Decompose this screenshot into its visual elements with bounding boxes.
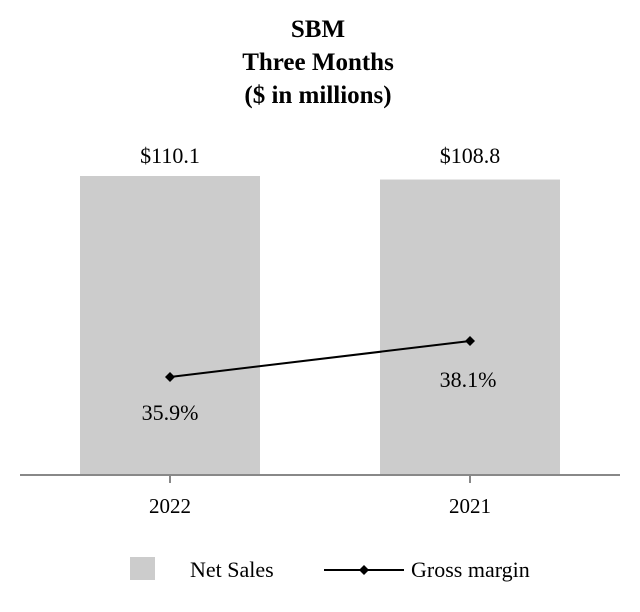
net-sales-value-labels: $110.1 $108.8 — [140, 143, 500, 168]
legend: Net Sales Gross margin — [130, 557, 530, 582]
bar-2022 — [80, 176, 260, 475]
legend-label-gross-margin: Gross margin — [411, 557, 530, 582]
x-tick-label-2022: 2022 — [149, 494, 191, 518]
chart-title-line-2: Three Months — [242, 49, 394, 76]
chart-title: SBM Three Months ($ in millions) — [242, 16, 394, 109]
gross-margin-value-labels: 35.9% 38.1% — [142, 367, 497, 425]
bar-value-label-2021: $108.8 — [440, 143, 501, 168]
bar-2021 — [380, 179, 560, 475]
line-value-label-2022: 35.9% — [142, 400, 199, 425]
net-sales-bars — [80, 176, 560, 475]
gross-margin-point-2021 — [465, 336, 475, 346]
chart-title-line-1: SBM — [291, 16, 345, 43]
legend-label-net-sales: Net Sales — [190, 557, 274, 582]
gross-margin-series — [165, 336, 475, 382]
legend-swatch-net-sales — [130, 557, 155, 580]
legend-marker-gross-margin — [359, 565, 369, 575]
bar-value-label-2022: $110.1 — [140, 143, 200, 168]
chart-title-line-3: ($ in millions) — [244, 82, 391, 109]
x-tick-label-2021: 2021 — [449, 494, 491, 518]
gross-margin-line — [169, 340, 471, 378]
line-value-label-2021: 38.1% — [440, 367, 497, 392]
gross-margin-point-2022 — [165, 372, 175, 382]
x-axis: 2022 2021 — [20, 474, 620, 518]
